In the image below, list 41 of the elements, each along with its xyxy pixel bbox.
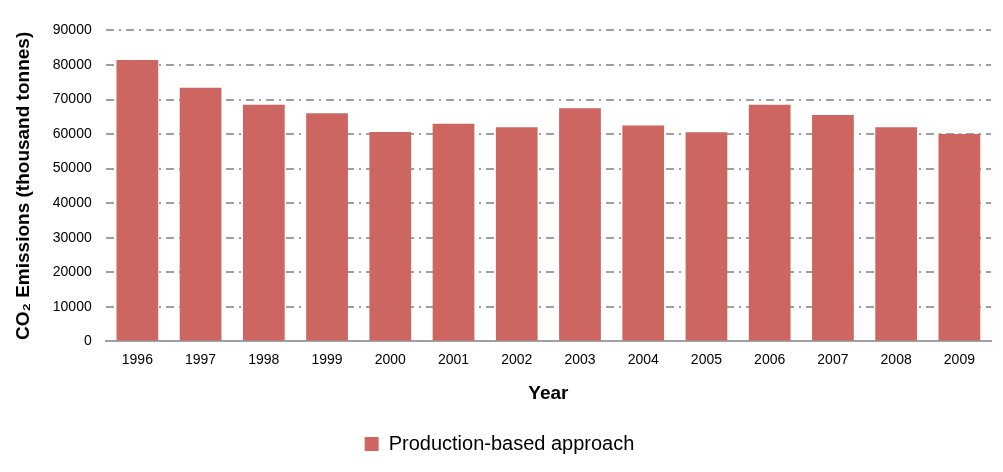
x-tick-label: 1999 <box>311 350 343 367</box>
x-tick-label: 2001 <box>437 350 470 367</box>
x-tick-label: 1998 <box>248 350 280 367</box>
y-tick-label: 70000 <box>52 90 92 107</box>
y-tick-label: 20000 <box>52 263 92 280</box>
y-tick-label: 10000 <box>52 297 92 314</box>
x-tick-label: 2000 <box>374 350 407 367</box>
bar <box>748 104 791 341</box>
x-tick-label: 2005 <box>690 350 723 367</box>
bar <box>938 134 981 341</box>
bar <box>179 87 222 341</box>
x-tick-label: 2008 <box>880 350 912 367</box>
bar <box>812 115 854 341</box>
bar <box>116 60 159 341</box>
y-tick-label: 50000 <box>52 159 92 176</box>
x-axis-title: Year <box>528 381 570 403</box>
legend-label: Production-based approach <box>388 431 635 454</box>
bar <box>495 127 538 341</box>
bar <box>875 127 918 341</box>
y-tick-label: 60000 <box>52 124 92 141</box>
x-tick-label: 2003 <box>564 350 596 367</box>
bar <box>622 125 665 341</box>
x-tick-label: 2007 <box>817 350 849 367</box>
y-axis-title: CO₂ Emissions (thousand tonnes) <box>11 31 33 341</box>
y-tick-label: 30000 <box>52 228 92 245</box>
x-tick-label: 1997 <box>185 350 217 367</box>
y-tick-label: 40000 <box>52 194 92 211</box>
y-tick-label: 80000 <box>52 55 92 72</box>
x-tick-label: 2004 <box>627 350 659 367</box>
x-tick-label: 2002 <box>501 350 533 367</box>
x-tick-label: 2006 <box>754 350 786 367</box>
y-tick-label: 0 <box>83 332 92 349</box>
y-tick-label: 90000 <box>52 21 92 38</box>
x-tick-label: 1996 <box>121 350 154 367</box>
bar <box>242 104 285 341</box>
bar <box>369 131 412 341</box>
bar <box>685 132 728 341</box>
bar <box>432 123 475 341</box>
bar <box>306 113 348 341</box>
x-tick-label: 2009 <box>943 350 976 367</box>
bar <box>559 108 601 341</box>
